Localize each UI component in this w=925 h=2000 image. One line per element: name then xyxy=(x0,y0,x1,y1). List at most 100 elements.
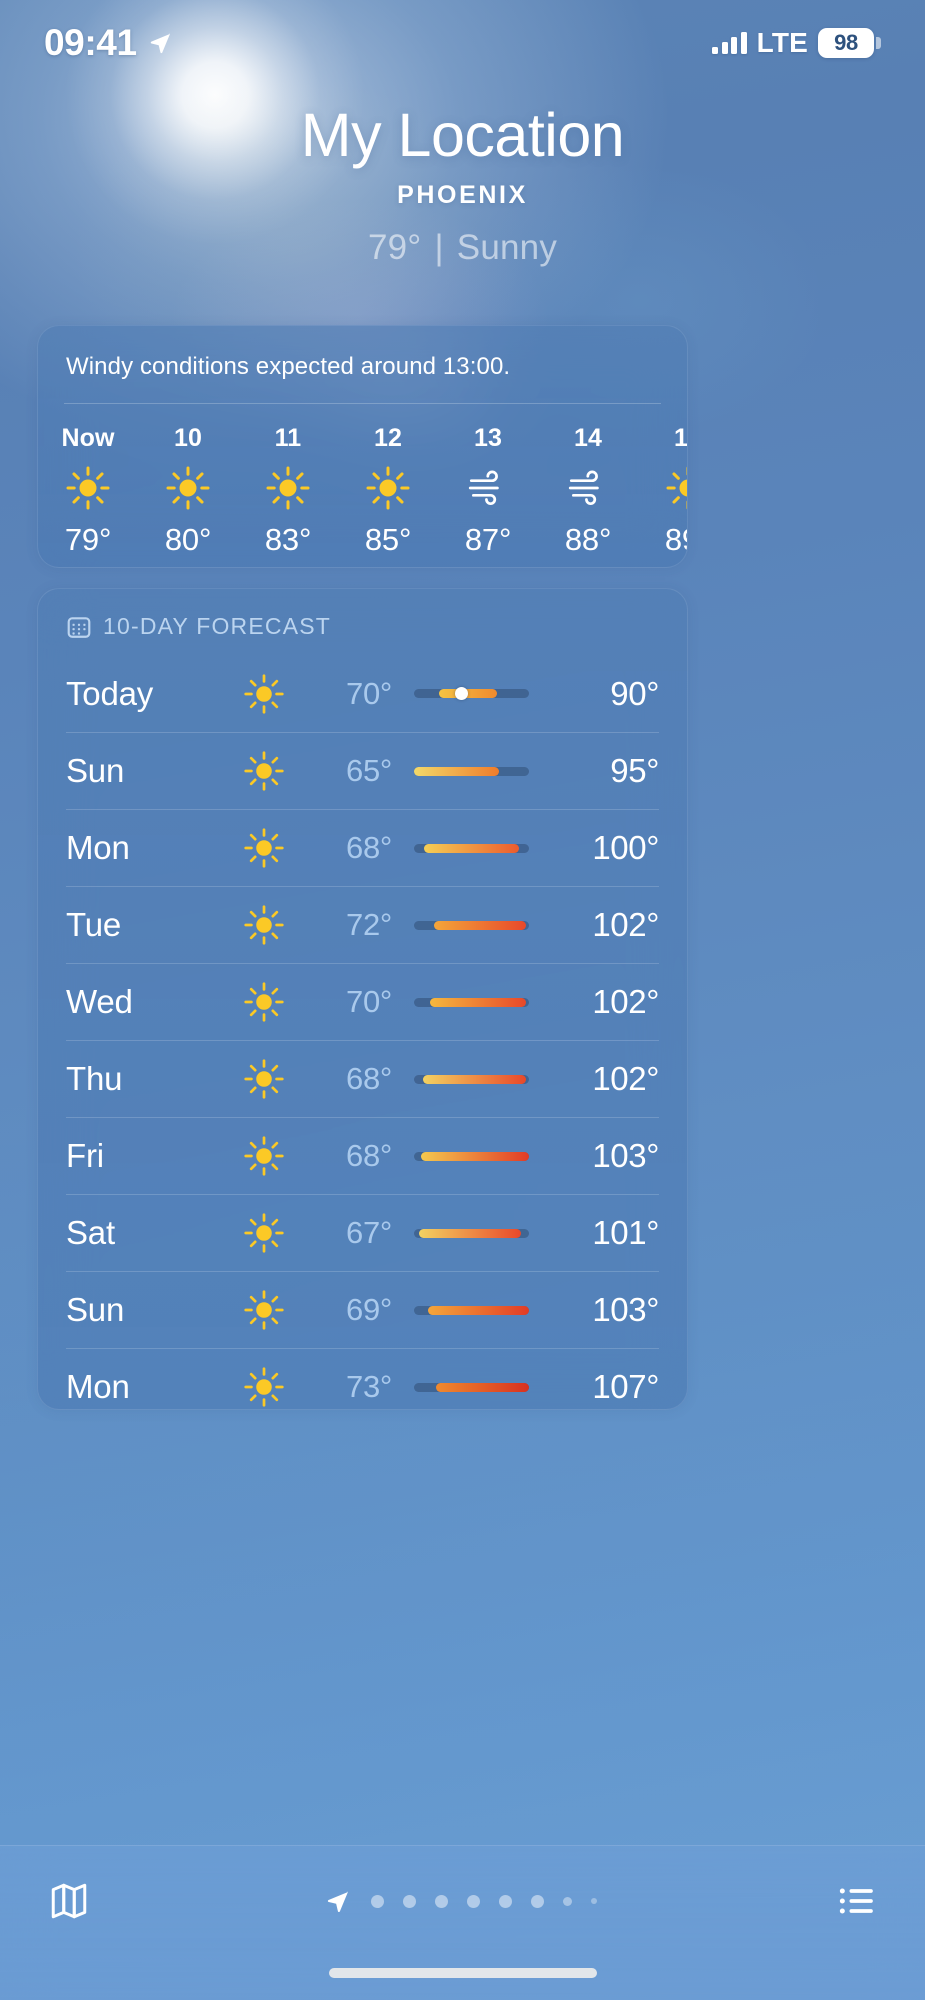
network-type-label: LTE xyxy=(756,27,808,58)
day-high-temperature: 102° xyxy=(592,983,659,1020)
range-fill xyxy=(427,1305,529,1315)
day-low-temperature: 65° xyxy=(346,753,392,788)
page-dot[interactable] xyxy=(562,1896,572,1906)
table-row[interactable]: Fri 68° 103° xyxy=(66,1117,659,1194)
day-name: Today xyxy=(66,674,154,712)
day-name: Fri xyxy=(66,1137,104,1174)
page-dot[interactable] xyxy=(402,1894,416,1908)
ten-day-forecast-card[interactable]: 10-DAY FORECAST Today 70° 90° Sun 65° 95° Mon 6… xyxy=(37,588,688,1410)
day-low-temperature: 69° xyxy=(346,1292,392,1327)
range-fill xyxy=(433,920,526,930)
sun-icon xyxy=(238,462,338,514)
sun-icon xyxy=(138,462,238,514)
hourly-item[interactable]: 10 80° xyxy=(138,424,238,558)
temperature-range-bar xyxy=(414,997,529,1007)
status-bar-clock: 09:41 xyxy=(44,22,137,63)
hourly-note: Windy conditions expected around 13:00. xyxy=(66,353,511,380)
hourly-divider xyxy=(64,403,661,404)
sun-icon xyxy=(218,1058,310,1100)
hourly-item[interactable]: 13 87° xyxy=(438,424,538,558)
wind-icon xyxy=(538,462,638,514)
temperature-range-bar xyxy=(414,766,529,776)
table-row[interactable]: Sun 69° 103° xyxy=(66,1271,659,1348)
hourly-item[interactable]: Now 79° xyxy=(38,424,138,558)
day-low-temperature: 68° xyxy=(346,1138,392,1173)
hourly-time-label: 10 xyxy=(173,424,202,452)
table-row[interactable]: Thu 68° 102° xyxy=(66,1040,659,1117)
hourly-item[interactable]: 12 85° xyxy=(338,424,438,558)
day-low-temperature: 67° xyxy=(346,1215,392,1250)
home-indicator xyxy=(328,1968,597,1978)
battery-indicator: 98 xyxy=(818,28,881,58)
calendar-icon xyxy=(67,616,91,638)
table-row[interactable]: Sun 65° 95° xyxy=(66,732,659,809)
status-bar: 09:41 LTE 98 xyxy=(0,0,925,86)
day-high-temperature: 102° xyxy=(592,906,659,943)
temperature-range-bar xyxy=(414,687,529,700)
table-row[interactable]: Wed 70° 102° xyxy=(66,963,659,1040)
battery-percent-label: 98 xyxy=(834,30,858,55)
map-icon[interactable] xyxy=(48,1880,90,1922)
sun-icon xyxy=(218,827,310,869)
hourly-item[interactable]: 11 83° xyxy=(238,424,338,558)
temperature-range-bar xyxy=(414,1305,529,1315)
hourly-time-label: 12 xyxy=(373,424,402,452)
sun-icon xyxy=(38,462,138,514)
range-fill xyxy=(418,1228,521,1238)
page-dot[interactable] xyxy=(498,1894,512,1908)
current-temp-dot xyxy=(454,687,468,700)
hourly-forecast-card[interactable]: Windy conditions expected around 13:00. … xyxy=(37,325,688,568)
day-low-temperature: 68° xyxy=(346,1061,392,1096)
page-indicator-dots[interactable] xyxy=(325,1889,597,1914)
page-dot[interactable] xyxy=(530,1894,544,1908)
condition-separator: | xyxy=(434,228,444,268)
temperature-range-bar xyxy=(414,920,529,930)
range-fill xyxy=(420,1151,529,1161)
current-condition-line: 79° | Sunny xyxy=(0,228,925,268)
ten-day-header-label: 10-DAY FORECAST xyxy=(103,613,332,639)
page-dot[interactable] xyxy=(370,1894,384,1908)
sun-icon xyxy=(218,904,310,946)
sun-icon xyxy=(218,673,310,715)
temperature-range-bar xyxy=(414,1228,529,1238)
page-dot[interactable] xyxy=(466,1894,480,1908)
current-condition: Sunny xyxy=(456,228,558,268)
sun-icon xyxy=(218,1366,310,1408)
table-row[interactable]: Tue 72° 102° xyxy=(66,886,659,963)
day-name: Tue xyxy=(66,906,122,943)
hourly-temperature: 83° xyxy=(264,522,312,557)
day-name: Sat xyxy=(66,1214,115,1251)
day-high-temperature: 101° xyxy=(592,1214,659,1251)
day-name: Sun xyxy=(66,1291,125,1328)
range-fill xyxy=(439,689,497,698)
table-row[interactable]: Today 70° 90° xyxy=(66,655,659,732)
day-name: Sun xyxy=(66,752,125,789)
table-row[interactable]: Mon 73° 107° xyxy=(66,1348,659,1409)
table-row[interactable]: Mon 68° 100° xyxy=(66,809,659,886)
page-dot[interactable] xyxy=(590,1898,597,1904)
day-high-temperature: 90° xyxy=(610,674,659,712)
sun-icon xyxy=(218,981,310,1023)
temperature-range-bar xyxy=(414,843,529,853)
ten-day-list: Today 70° 90° Sun 65° 95° Mon 68° 100° Tue 72° 102°… xyxy=(38,655,687,1409)
location-arrow-icon[interactable] xyxy=(325,1889,350,1914)
range-fill xyxy=(414,766,500,776)
hourly-item[interactable]: 15 89° xyxy=(638,424,687,558)
hourly-item[interactable]: 14 88° xyxy=(538,424,638,558)
battery-tip xyxy=(876,37,881,49)
range-fill xyxy=(423,1074,526,1084)
sun-icon xyxy=(218,1135,310,1177)
day-low-temperature: 72° xyxy=(346,907,392,942)
range-fill xyxy=(424,843,519,853)
battery-body: 98 xyxy=(818,28,874,58)
list-icon[interactable] xyxy=(837,1881,877,1921)
day-high-temperature: 103° xyxy=(592,1137,659,1174)
range-fill xyxy=(430,997,526,1007)
page-dot[interactable] xyxy=(434,1894,448,1908)
hourly-temperature: 85° xyxy=(364,522,412,557)
hourly-temperature: 79° xyxy=(64,522,112,557)
table-row[interactable]: Sat 67° 101° xyxy=(66,1194,659,1271)
hourly-scroll-list[interactable]: Now 79° 10 80° 11 83° 12 85° 13 87° 14 88° 15 89° xyxy=(38,404,687,558)
day-name: Mon xyxy=(66,829,130,866)
day-low-temperature: 70° xyxy=(346,984,392,1019)
